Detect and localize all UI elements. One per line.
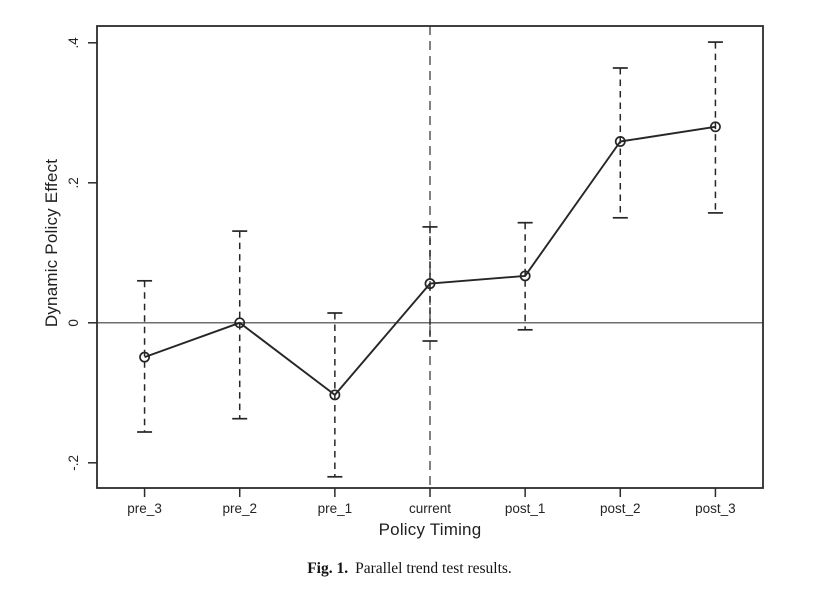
data-point-marker <box>234 317 246 329</box>
x-tick-label: post_1 <box>505 501 546 516</box>
figure-caption-text: Parallel trend test results. <box>355 560 512 577</box>
parallel-trend-chart: -.2 0 .2 .4 pre_3 pre_2 pre_1 current post_1 post… <box>66 25 764 516</box>
x-tick-label: pre_2 <box>222 501 257 516</box>
data-point-marker <box>614 136 626 147</box>
figure-caption: Fig. 1. Parallel trend test results. <box>0 560 819 578</box>
y-tick-label: .2 <box>66 177 81 188</box>
x-axis-title: Policy Timing <box>378 520 482 539</box>
figure-caption-label: Fig. 1. <box>307 560 349 577</box>
trend-line <box>144 125 716 396</box>
data-point-marker <box>424 278 436 290</box>
x-tick-label: pre_1 <box>318 501 353 516</box>
x-tick-label: post_3 <box>695 501 736 516</box>
data-point-marker <box>329 389 341 401</box>
y-axis-title: Dynamic Policy Effect <box>42 158 61 328</box>
data-point-marker <box>519 270 531 282</box>
y-tick-label: -.2 <box>66 455 81 471</box>
x-tick-label: current <box>409 501 451 516</box>
y-tick-label: 0 <box>66 319 81 327</box>
x-tick-label: pre_3 <box>127 501 162 516</box>
y-tick-label: .4 <box>66 37 81 49</box>
x-tick-label: post_2 <box>600 501 641 516</box>
data-point-marker <box>139 351 151 363</box>
data-point-marker <box>709 121 721 133</box>
